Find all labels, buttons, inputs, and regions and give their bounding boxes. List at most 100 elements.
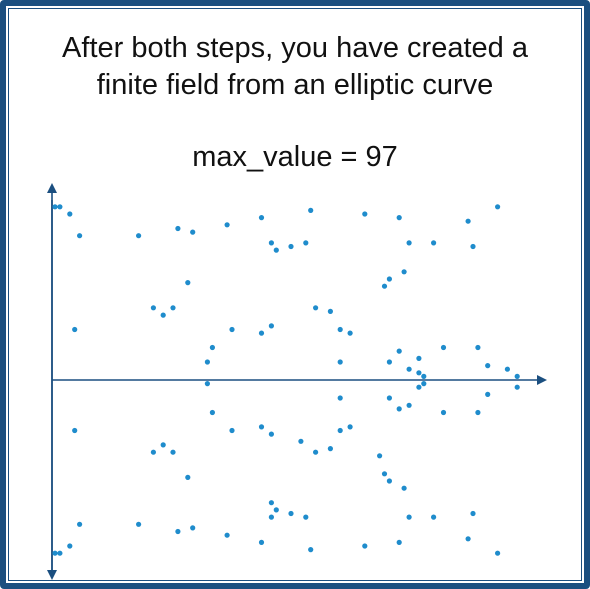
curve-point — [381, 471, 388, 477]
curve-point — [337, 427, 343, 434]
curve-point — [298, 438, 304, 444]
curve-point — [258, 539, 265, 546]
curve-point — [406, 240, 412, 246]
curve-point — [77, 233, 83, 239]
curve-point — [268, 500, 274, 506]
curve-point — [406, 514, 412, 520]
curve-point — [465, 218, 471, 224]
curve-point — [136, 233, 142, 239]
slide-title: After both steps, you have created a fin… — [0, 30, 590, 104]
title-line-1: After both steps, you have created a — [62, 32, 528, 64]
curve-point — [475, 344, 481, 351]
curve-point — [209, 409, 215, 416]
curve-point — [431, 240, 437, 246]
curve-point — [362, 211, 368, 217]
curve-point — [67, 211, 73, 217]
curve-point — [308, 207, 314, 213]
curve-point — [229, 326, 235, 333]
curve-point — [475, 409, 481, 416]
curve-point — [396, 406, 402, 412]
curve-point — [67, 543, 73, 549]
curve-point — [229, 427, 235, 434]
curve-point — [170, 305, 176, 311]
points-layer — [52, 204, 520, 556]
curve-point — [150, 305, 156, 311]
curve-point — [268, 240, 274, 246]
curve-point — [337, 395, 343, 401]
curve-point — [185, 280, 191, 286]
curve-point — [224, 532, 230, 538]
curve-point — [209, 344, 215, 351]
curve-point — [431, 514, 437, 520]
curve-point — [175, 225, 181, 232]
curve-point — [258, 424, 265, 430]
curve-point — [337, 359, 343, 365]
curve-point — [485, 391, 491, 397]
curve-point — [514, 384, 520, 390]
curve-point — [495, 550, 501, 556]
curve-point — [190, 525, 196, 531]
curve-point — [273, 247, 279, 253]
curve-point — [224, 222, 230, 228]
curve-point — [160, 442, 166, 448]
curve-point — [57, 204, 63, 210]
curve-point — [258, 215, 265, 221]
curve-point — [440, 344, 447, 351]
curve-point — [204, 359, 210, 365]
curve-point — [190, 229, 196, 235]
curve-point — [52, 204, 58, 210]
curve-point — [268, 514, 274, 520]
curve-point — [396, 215, 402, 221]
curve-point — [175, 528, 181, 535]
title-line-2: finite field from an elliptic curve — [96, 69, 494, 101]
curve-point — [396, 539, 402, 546]
curve-point — [303, 514, 309, 520]
curve-point — [72, 427, 78, 434]
curve-point — [327, 446, 333, 452]
curve-point — [401, 269, 407, 275]
curve-point — [406, 366, 412, 372]
curve-point — [514, 373, 520, 379]
curve-point — [185, 474, 191, 480]
curve-point — [421, 381, 427, 387]
curve-point — [386, 359, 392, 365]
curve-point — [347, 330, 353, 336]
curve-point — [495, 204, 501, 210]
curve-point — [386, 395, 392, 401]
curve-point — [303, 240, 309, 246]
curve-point — [470, 510, 476, 517]
curve-point — [416, 355, 422, 361]
curve-point — [327, 308, 333, 314]
curve-point — [386, 276, 392, 282]
curve-point — [381, 283, 388, 289]
curve-point — [170, 449, 176, 455]
curve-point — [258, 330, 265, 336]
curve-point — [504, 366, 510, 372]
curve-point — [337, 326, 343, 333]
curve-point — [136, 521, 142, 527]
curve-point — [313, 449, 319, 455]
curve-point — [204, 381, 210, 387]
curve-point — [362, 543, 368, 549]
curve-point — [396, 348, 402, 354]
curve-point — [347, 424, 353, 430]
curve-point — [308, 547, 314, 553]
curve-point — [77, 521, 83, 527]
curve-point — [288, 510, 294, 517]
curve-point — [160, 312, 166, 318]
curve-point — [401, 485, 407, 491]
curve-point — [421, 373, 427, 379]
max-value-label: max_value = 97 — [192, 141, 398, 173]
curve-point — [150, 449, 156, 455]
curve-point — [386, 478, 392, 484]
curve-point — [288, 243, 294, 250]
curve-point — [377, 453, 383, 459]
curve-point — [268, 323, 274, 329]
curve-point — [72, 326, 78, 333]
curve-point — [52, 550, 58, 556]
curve-point — [268, 431, 274, 437]
curve-point — [440, 409, 447, 416]
curve-point — [416, 384, 422, 390]
